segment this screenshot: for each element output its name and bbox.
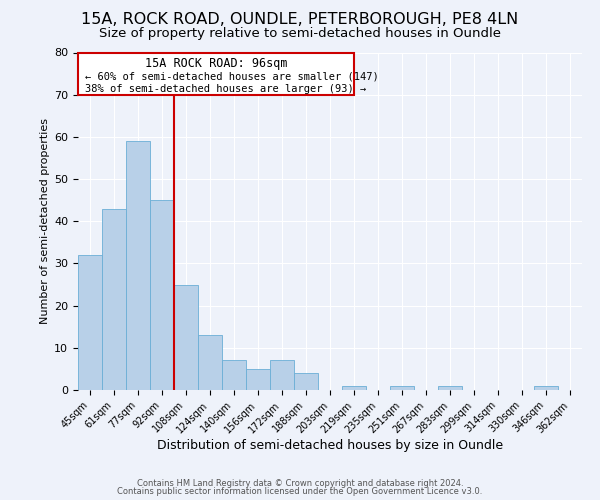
Bar xyxy=(246,369,270,390)
Bar xyxy=(342,386,366,390)
Bar xyxy=(126,141,150,390)
Bar xyxy=(174,284,198,390)
Text: 15A, ROCK ROAD, OUNDLE, PETERBOROUGH, PE8 4LN: 15A, ROCK ROAD, OUNDLE, PETERBOROUGH, PE… xyxy=(82,12,518,28)
Text: Size of property relative to semi-detached houses in Oundle: Size of property relative to semi-detach… xyxy=(99,28,501,40)
Bar xyxy=(294,373,318,390)
Bar xyxy=(438,386,462,390)
Bar xyxy=(534,386,558,390)
Text: Contains HM Land Registry data © Crown copyright and database right 2024.: Contains HM Land Registry data © Crown c… xyxy=(137,478,463,488)
Text: ← 60% of semi-detached houses are smaller (147): ← 60% of semi-detached houses are smalle… xyxy=(85,72,379,82)
Text: 38% of semi-detached houses are larger (93) →: 38% of semi-detached houses are larger (… xyxy=(85,84,367,94)
Bar xyxy=(150,200,174,390)
Bar xyxy=(198,335,222,390)
Bar xyxy=(222,360,246,390)
Text: 15A ROCK ROAD: 96sqm: 15A ROCK ROAD: 96sqm xyxy=(145,56,287,70)
Bar xyxy=(270,360,294,390)
Text: Contains public sector information licensed under the Open Government Licence v3: Contains public sector information licen… xyxy=(118,487,482,496)
Bar xyxy=(390,386,414,390)
Bar xyxy=(102,208,126,390)
Y-axis label: Number of semi-detached properties: Number of semi-detached properties xyxy=(40,118,50,324)
Bar xyxy=(78,255,102,390)
X-axis label: Distribution of semi-detached houses by size in Oundle: Distribution of semi-detached houses by … xyxy=(157,439,503,452)
FancyBboxPatch shape xyxy=(78,52,354,94)
